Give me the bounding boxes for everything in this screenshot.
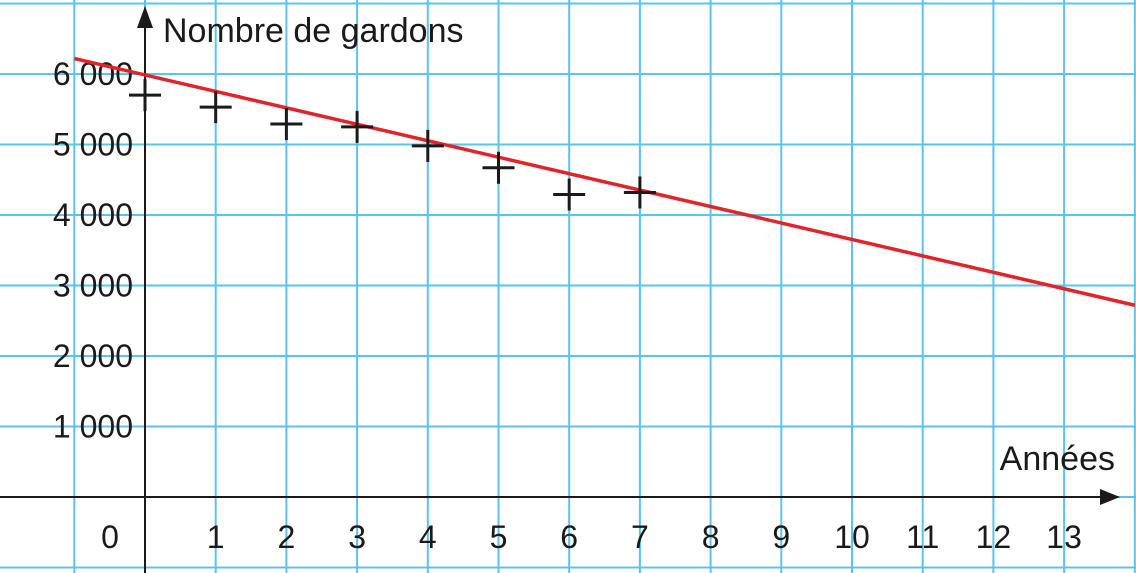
x-axis-arrow: [1100, 489, 1120, 505]
x-tick-label: 9: [772, 519, 790, 555]
y-tick-label: 3 000: [53, 268, 133, 304]
y-tick-label: 2 000: [53, 338, 133, 374]
y-tick-label: 1 000: [53, 409, 133, 445]
y-tick-label: 4 000: [53, 197, 133, 233]
data-point: [341, 110, 374, 143]
x-tick-label: 1: [207, 519, 225, 555]
x-tick-label: 12: [976, 519, 1012, 555]
trend-line: [73, 56, 1136, 307]
x-tick-label: 10: [834, 519, 870, 555]
y-axis-label: Nombre de gardons: [163, 12, 464, 50]
x-tick-label: 7: [631, 519, 649, 555]
data-point: [623, 176, 656, 209]
y-tick-label: 5 000: [53, 127, 133, 163]
data-point: [199, 91, 232, 124]
x-tick-label: 8: [702, 519, 720, 555]
x-tick-label: 0: [101, 519, 119, 555]
data-point: [129, 79, 161, 112]
x-tick-label: 6: [560, 519, 578, 555]
data-points: [129, 79, 656, 211]
x-tick-label: 2: [278, 519, 296, 555]
x-tick-label: 13: [1046, 519, 1082, 555]
x-tick-label: 5: [490, 519, 508, 555]
x-tick-label: 3: [348, 519, 366, 555]
data-point: [482, 151, 515, 184]
y-axis-arrow: [137, 6, 153, 28]
x-axis-label: Années: [1000, 440, 1115, 478]
data-point: [553, 178, 586, 211]
x-tick-label: 11: [906, 519, 939, 555]
data-point: [411, 129, 444, 162]
data-point: [270, 108, 303, 141]
ticks: [136, 74, 1064, 506]
x-tick-label: 4: [419, 519, 437, 555]
